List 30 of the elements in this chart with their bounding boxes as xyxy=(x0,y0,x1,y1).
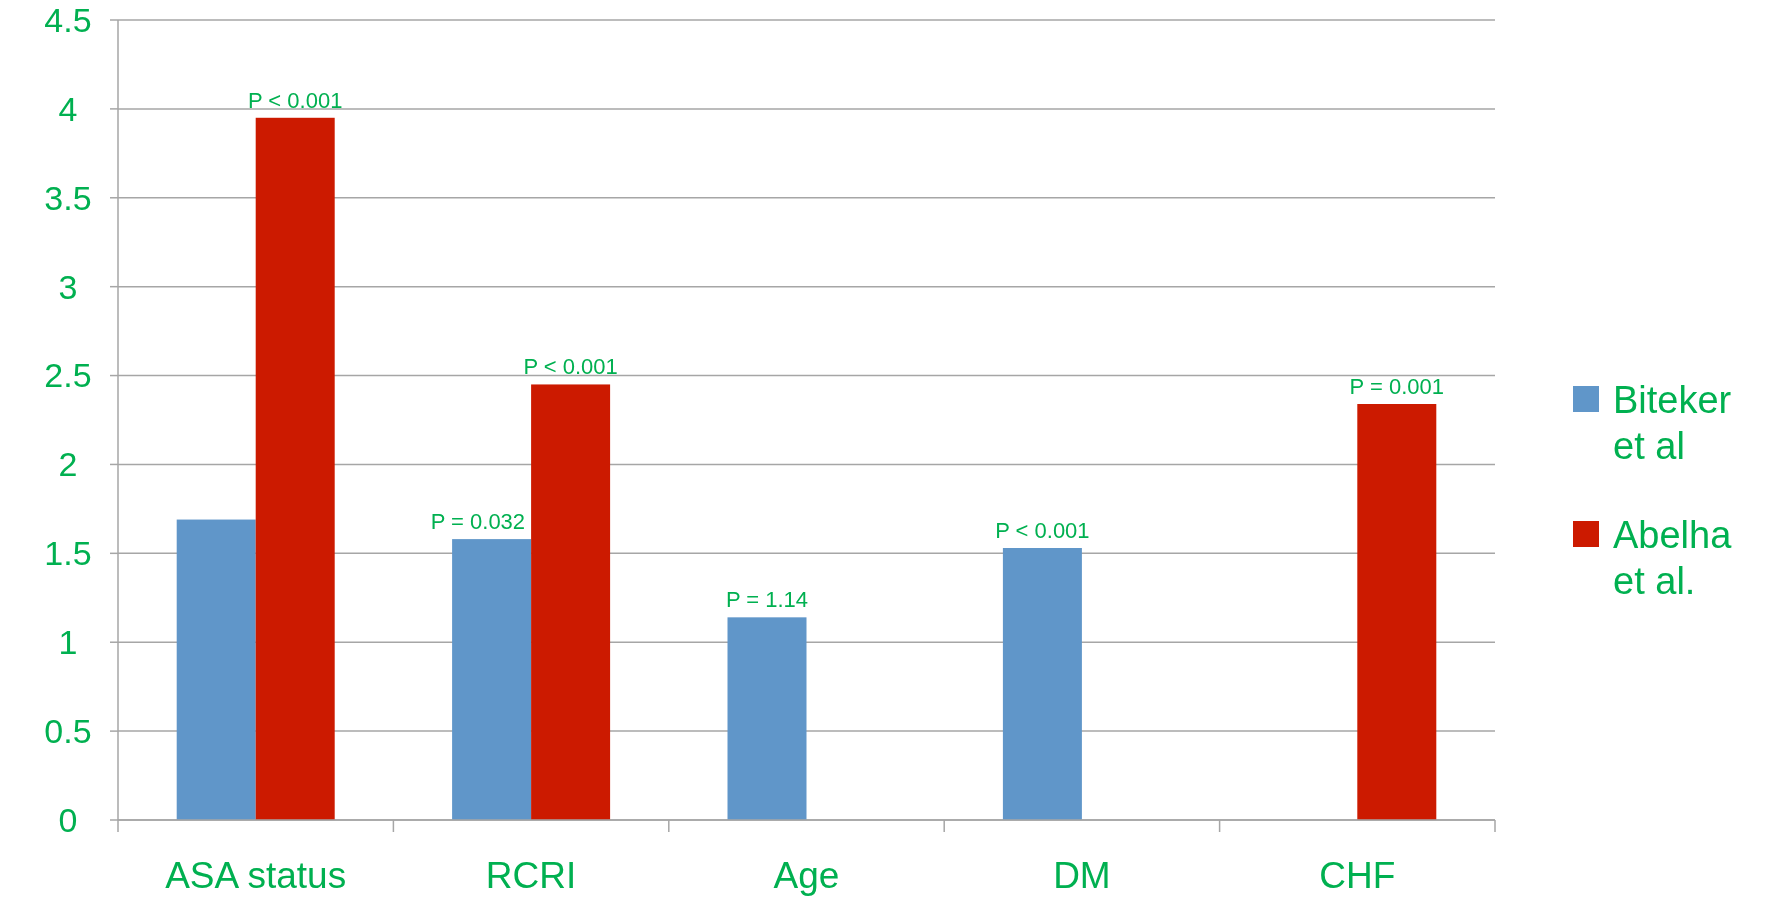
legend-label: Biteker et al xyxy=(1613,379,1732,467)
annotation: P < 0.001 xyxy=(248,87,343,113)
bar xyxy=(727,617,807,820)
y-tick-label: 2 xyxy=(58,445,78,484)
bar xyxy=(452,539,532,820)
y-tick-label: 2.5 xyxy=(44,356,92,395)
y-tick-label: 3.5 xyxy=(44,178,92,217)
y-tick-label: 4.5 xyxy=(44,0,92,39)
annotation: P = 0.001 xyxy=(1349,374,1444,399)
x-tick-label: ASA status xyxy=(165,855,347,896)
y-tick-label: 1 xyxy=(58,623,78,662)
x-tick-label: RCRI xyxy=(485,855,577,896)
x-tick-label: DM xyxy=(1053,855,1111,896)
y-tick-label: 1.5 xyxy=(44,534,92,573)
y-tick-label: 4 xyxy=(58,89,78,128)
y-tick-label: 3 xyxy=(58,267,78,306)
legend-label: Abelha et al. xyxy=(1613,514,1733,602)
annotation: P = 1.14 xyxy=(725,587,809,613)
bar xyxy=(531,384,611,820)
bar xyxy=(1002,548,1082,820)
bar xyxy=(1357,404,1437,820)
y-tick-label: 0 xyxy=(58,800,78,839)
bar xyxy=(176,519,256,820)
x-tick-label: CHF xyxy=(1319,855,1396,896)
annotation: P < 0.001 xyxy=(995,518,1090,543)
y-tick-label: 0.5 xyxy=(44,712,92,751)
x-tick-label: Age xyxy=(773,855,840,896)
annotation: P < 0.001 xyxy=(523,354,618,380)
bar xyxy=(255,117,335,820)
annotation: P = 0.032 xyxy=(430,509,526,535)
